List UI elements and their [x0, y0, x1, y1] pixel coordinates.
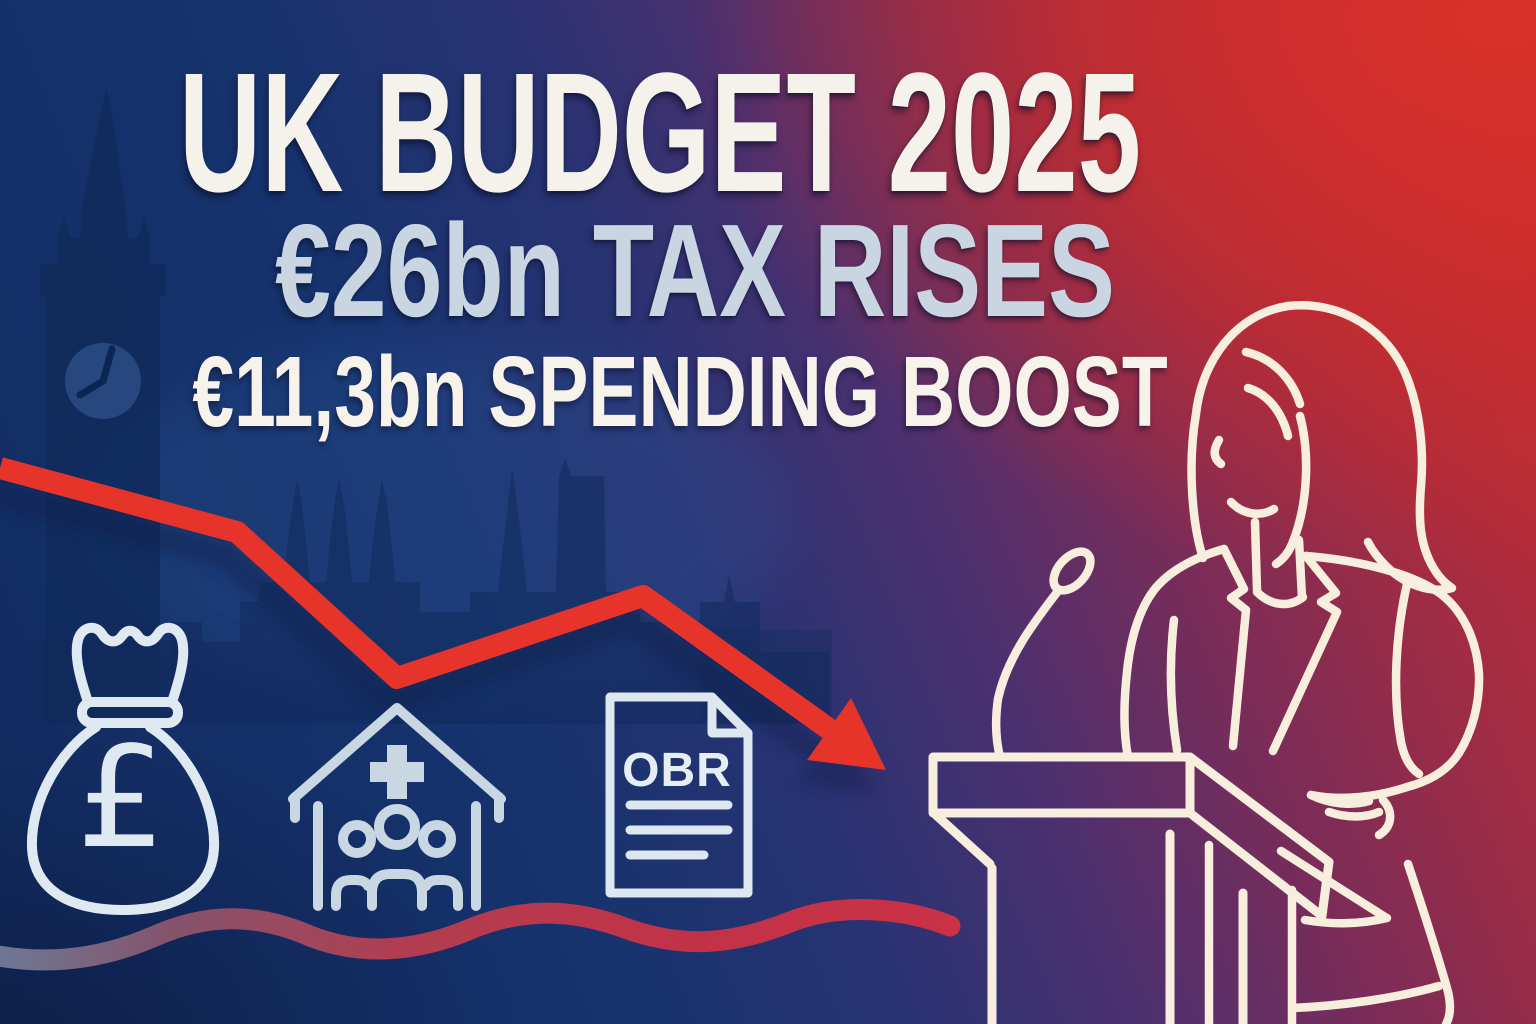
- person-shoulders-center: [367, 869, 427, 911]
- hand-finger-1: [1306, 790, 1374, 808]
- trend-chart-arrow: [0, 457, 886, 794]
- hospital-icon: [288, 703, 506, 911]
- hand-finger-2: [1324, 807, 1384, 821]
- sleeve-right-seam: [1391, 579, 1424, 779]
- podium: [928, 752, 1334, 1024]
- hand-thumb: [1374, 795, 1395, 840]
- podium-slant-end: [1317, 857, 1334, 921]
- hand-bottom: [1300, 913, 1392, 928]
- lapel-right: [1268, 551, 1342, 756]
- hair-outline: [1187, 301, 1457, 594]
- document-outline: [605, 692, 753, 898]
- money-bag-body: [26, 722, 220, 915]
- money-bag-tie: [77, 697, 183, 728]
- arm-lower-edge: [1402, 748, 1464, 792]
- forearm-edge: [1276, 846, 1390, 922]
- hair-strand-right: [1271, 411, 1311, 569]
- headline-tax-rises: €26bn TAX RISES: [275, 197, 1115, 344]
- person-head-right: [418, 820, 456, 858]
- person-shoulders-right: [421, 875, 463, 911]
- person-head-left: [338, 820, 376, 858]
- jacket-right-edge: [1403, 859, 1455, 1024]
- microphone-stalk: [991, 586, 1063, 762]
- clock-hands: [76, 345, 116, 399]
- jacket-hem: [1287, 981, 1444, 1013]
- medical-cross-icon: [370, 745, 424, 799]
- document-fold-corner: [707, 692, 753, 738]
- pound-symbol: £: [76, 717, 165, 880]
- money-bag-icon: £: [26, 622, 220, 915]
- podium-slant-bottom: [1185, 808, 1327, 921]
- microphone-icon: [991, 547, 1095, 762]
- lapel-left: [1219, 544, 1251, 751]
- neck-left: [1250, 517, 1262, 595]
- shirt-neckline: [1252, 587, 1308, 609]
- face-nose: [1210, 435, 1226, 469]
- headline-spending-boost: €11,3bn SPENDING BOOST: [192, 336, 1168, 448]
- obr-label: OBR: [622, 744, 732, 797]
- money-bag-top: [71, 622, 189, 707]
- big-ben-silhouette: [28, 88, 184, 724]
- hair-fringe-1: [1241, 347, 1305, 409]
- person-shoulders-left: [331, 875, 373, 911]
- podium-slant-top: [1185, 752, 1334, 867]
- headline-title: UK BUDGET 2025: [178, 38, 1142, 228]
- hair-fringe-2: [1243, 383, 1293, 441]
- sleeve-left-seam: [1166, 615, 1182, 755]
- podium-bevel: [931, 810, 995, 869]
- person-head-center: [374, 804, 420, 850]
- shoulder-right: [1301, 551, 1484, 758]
- wave-line: [0, 899, 961, 971]
- neck-right: [1294, 535, 1307, 603]
- big-ben-base: [28, 640, 184, 724]
- trend-arrowhead-icon: [807, 698, 886, 770]
- trend-line: [0, 457, 836, 738]
- obr-document-icon: OBR: [605, 692, 753, 898]
- face-chin: [1226, 497, 1279, 518]
- podium-top-front: [928, 752, 1195, 818]
- hospital-roof: [288, 703, 506, 804]
- speaker-line-art: [1120, 301, 1484, 1024]
- shoulder-left: [1120, 544, 1229, 762]
